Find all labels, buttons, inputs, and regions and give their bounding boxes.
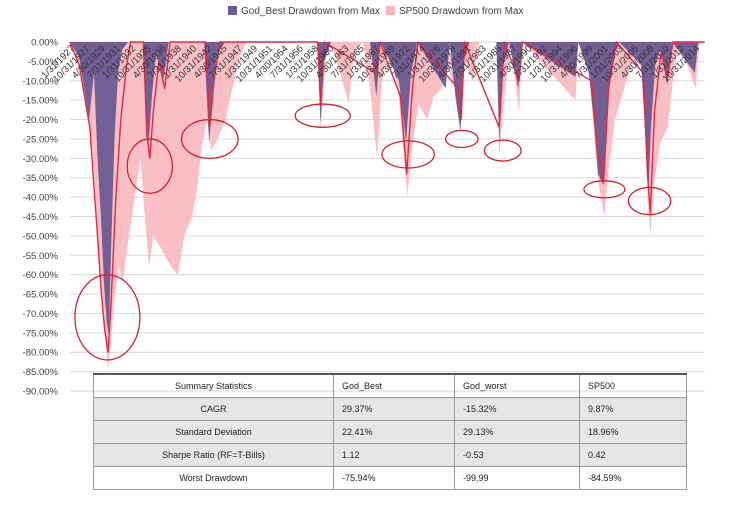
y-tick-label: -70.00% <box>23 309 59 320</box>
y-tick-label: -75.00% <box>23 328 59 339</box>
table-cell: Sharpe Ratio (RF=T-Bills) <box>93 443 334 467</box>
y-tick-label: -15.00% <box>23 96 59 107</box>
y-tick-label: -80.00% <box>23 348 59 359</box>
table-cell: -99.99 <box>454 466 580 490</box>
series-area-sp500 <box>70 42 705 371</box>
y-tick-label: -5.00% <box>28 57 59 68</box>
y-tick-label: -25.00% <box>23 134 59 145</box>
table-row: Standard Deviation 22.41% 29.13% 18.96% <box>93 420 687 444</box>
legend-swatch-god-best <box>228 6 237 15</box>
y-tick-label: -30.00% <box>23 154 59 165</box>
table-cell: -75.94% <box>333 466 455 490</box>
table-header-cell: God_Best <box>333 373 455 398</box>
y-tick-label: 0.00% <box>31 38 58 49</box>
y-tick-label: -60.00% <box>23 270 59 281</box>
y-tick-label: -50.00% <box>23 231 59 242</box>
annotation-circle <box>126 138 174 194</box>
table-row: Worst Drawdown -75.94% -99.99 -84.59% <box>93 466 687 490</box>
table-cell: -0.53 <box>454 443 580 467</box>
drawdown-outline-line <box>69 41 705 353</box>
table-cell: CAGR <box>93 397 334 421</box>
y-tick-label: -40.00% <box>23 193 59 204</box>
y-tick-label: -85.00% <box>23 367 59 378</box>
table-cell: 1.12 <box>333 443 455 467</box>
table-header-cell: God_worst <box>454 373 580 398</box>
table-cell: -84.59% <box>579 466 687 490</box>
y-tick-label: -35.00% <box>23 173 59 184</box>
annotation-circle <box>74 274 141 361</box>
annotation-circles <box>74 103 672 361</box>
table-header-cell: Summary Statistics <box>93 373 334 398</box>
annotation-circle <box>294 103 351 128</box>
legend-item-god-best: God_Best Drawdown from Max <box>228 6 380 17</box>
legend-swatch-sp500 <box>386 6 395 15</box>
annotation-circle <box>180 118 239 159</box>
annotation-circle <box>381 140 435 169</box>
table-cell: 18.96% <box>579 420 687 444</box>
annotation-circle <box>483 139 522 162</box>
y-tick-label: -55.00% <box>23 251 59 262</box>
y-tick-label: -65.00% <box>23 290 59 301</box>
annotation-circle <box>583 180 626 199</box>
table-cell: 22.41% <box>333 420 455 444</box>
legend-label-god-best: God_Best Drawdown from Max <box>241 6 380 17</box>
table-row: Sharpe Ratio (RF=T-Bills) 1.12 -0.53 0.4… <box>93 443 687 467</box>
summary-statistics-table: Summary Statistics God_Best God_worst SP… <box>93 373 687 490</box>
y-tick-label: -90.00% <box>23 387 59 398</box>
table-header-cell: SP500 <box>579 373 687 398</box>
annotation-circle <box>627 186 672 216</box>
y-tick-label: -10.00% <box>23 76 59 87</box>
table-cell: Worst Drawdown <box>93 466 334 490</box>
annotation-circle <box>444 129 479 149</box>
legend-label-sp500: SP500 Drawdown from Max <box>399 6 524 17</box>
table-cell: 9.87% <box>579 397 687 421</box>
table-header-row: Summary Statistics God_Best God_worst SP… <box>93 373 687 398</box>
table-cell: 0.42 <box>579 443 687 467</box>
table-cell: 29.37% <box>333 397 455 421</box>
table-cell: -15.32% <box>454 397 580 421</box>
legend-item-sp500: SP500 Drawdown from Max <box>386 6 524 17</box>
chart-legend: God_Best Drawdown from Max SP500 Drawdow… <box>0 6 730 22</box>
y-axis-labels: 0.00% -5.00% -10.00% -15.00% -20.00% -25.00% -… <box>23 38 59 398</box>
table-cell: Standard Deviation <box>93 420 334 444</box>
y-tick-label: -20.00% <box>23 115 59 126</box>
table-cell: 29.13% <box>454 420 580 444</box>
table-row: CAGR 29.37% -15.32% 9.87% <box>93 397 687 421</box>
y-tick-label: -45.00% <box>23 212 59 223</box>
